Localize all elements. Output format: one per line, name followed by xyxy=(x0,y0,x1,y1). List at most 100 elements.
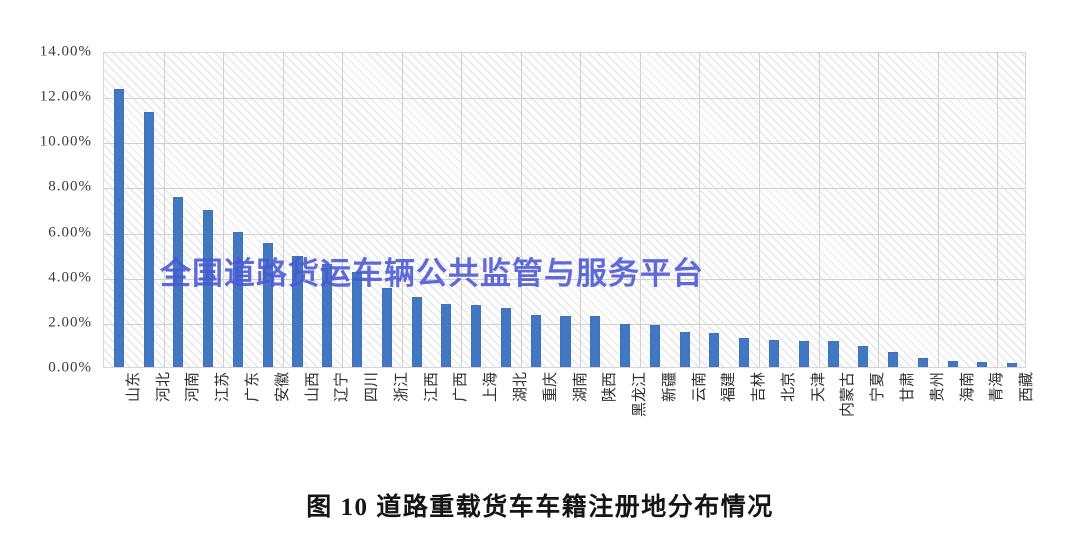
x-axis-tick-text: 黑龙江 xyxy=(632,372,649,418)
x-axis-tick-label: 西藏 xyxy=(1019,372,1035,402)
gridline-vertical xyxy=(639,53,641,367)
bar xyxy=(322,264,333,367)
bar xyxy=(292,256,303,367)
gridline-vertical xyxy=(520,53,522,367)
bar xyxy=(560,316,571,367)
x-axis-tick-label: 重庆 xyxy=(543,372,559,402)
x-axis-tick-label: 新疆 xyxy=(662,372,678,402)
gridline-vertical xyxy=(699,53,701,367)
x-axis-tick-text: 安徽 xyxy=(274,372,291,403)
x-axis-tick-text: 浙江 xyxy=(393,372,410,403)
gridline-vertical xyxy=(937,53,939,367)
y-axis-tick-label: 10.00% xyxy=(39,133,92,150)
bar xyxy=(262,242,273,367)
x-axis-tick-label: 海南 xyxy=(960,372,976,402)
x-axis-tick-text: 云南 xyxy=(691,372,708,403)
bar xyxy=(381,288,392,367)
bar xyxy=(500,308,511,367)
x-axis-tick-label: 天津 xyxy=(811,372,827,402)
gridline-vertical xyxy=(997,53,999,367)
bar xyxy=(917,357,928,367)
y-axis-tick-label: 0.00% xyxy=(48,359,92,376)
x-axis-tick-text: 北京 xyxy=(780,372,797,403)
gridline-horizontal xyxy=(104,278,1025,280)
x-axis-tick-text: 重庆 xyxy=(542,372,559,403)
bar xyxy=(590,316,601,367)
x-axis-tick-text: 河南 xyxy=(185,372,202,403)
bar xyxy=(619,324,631,367)
x-axis-tick-text: 贵州 xyxy=(929,372,946,403)
bar xyxy=(709,333,720,367)
plot-area xyxy=(103,52,1026,368)
x-axis-tick-text: 福建 xyxy=(721,372,738,403)
x-axis-tick-text: 湖南 xyxy=(572,372,589,403)
y-axis: 14.00% 12.00% 10.00% 8.00% 6.00% 4.00% 2.00% 0.… xyxy=(0,40,98,380)
x-axis-tick-text: 江西 xyxy=(423,372,440,403)
x-axis-tick-label: 甘肃 xyxy=(900,372,916,402)
x-axis-tick-text: 上海 xyxy=(483,372,500,403)
bar xyxy=(352,272,363,367)
x-axis-tick-label: 青海 xyxy=(989,372,1005,402)
gridline-vertical xyxy=(282,53,284,367)
bar xyxy=(858,345,869,367)
gridline-vertical xyxy=(163,53,165,367)
bar xyxy=(232,231,244,367)
x-axis-tick-label: 广西 xyxy=(453,372,469,402)
x-axis-tick-text: 西藏 xyxy=(1019,372,1036,403)
x-axis-tick-text: 湖北 xyxy=(512,372,529,403)
y-axis-tick-label: 2.00% xyxy=(48,314,92,331)
bar xyxy=(173,196,184,367)
y-axis-tick-label: 6.00% xyxy=(48,224,92,241)
x-axis-tick-text: 辽宁 xyxy=(334,372,351,403)
bar xyxy=(143,111,154,367)
x-axis-tick-text: 江苏 xyxy=(215,372,232,403)
bar-series xyxy=(104,53,1025,367)
bar xyxy=(798,341,809,367)
x-axis-tick-label: 广东 xyxy=(245,372,261,402)
bar xyxy=(471,304,482,367)
bar xyxy=(411,297,422,367)
bar xyxy=(947,361,958,367)
bar xyxy=(828,341,839,367)
x-axis-tick-label: 河北 xyxy=(156,372,172,402)
x-axis-tick-label: 上海 xyxy=(483,372,499,402)
gridline-horizontal xyxy=(104,143,1025,145)
bar xyxy=(977,362,988,367)
x-axis-tick-text: 广西 xyxy=(453,372,470,403)
x-axis-tick-text: 新疆 xyxy=(661,372,678,403)
x-axis-tick-label: 陕西 xyxy=(602,372,618,402)
x-axis-tick-text: 天津 xyxy=(810,372,827,403)
x-axis-tick-label: 湖南 xyxy=(573,372,589,402)
y-axis-tick-label: 14.00% xyxy=(39,43,92,60)
bar xyxy=(1007,362,1018,367)
x-axis-tick-text: 海南 xyxy=(959,372,976,403)
x-axis-tick-text: 山西 xyxy=(304,372,321,403)
x-axis-tick-label: 内蒙古 xyxy=(840,372,856,417)
x-axis-tick-text: 四川 xyxy=(364,372,381,403)
bar xyxy=(441,303,452,367)
x-axis-tick-text: 山东 xyxy=(125,372,142,403)
x-axis-tick-label: 湖北 xyxy=(513,372,529,402)
x-axis-tick-text: 内蒙古 xyxy=(840,372,857,418)
x-axis-tick-text: 吉林 xyxy=(751,372,768,403)
bar xyxy=(649,325,660,367)
bar xyxy=(739,337,750,367)
x-axis-tick-text: 宁夏 xyxy=(870,372,887,403)
bar xyxy=(887,352,899,367)
x-axis: 山东 河北 河南 江苏 广东 安徽 山西 辽宁 四川 浙江 江西 广西 上海 湖北 重庆 湖南 陕西 黑龙江 新疆云… xyxy=(103,372,1035,472)
x-axis-tick-label: 山东 xyxy=(126,372,142,402)
gridline-vertical xyxy=(878,53,880,367)
gridline-vertical xyxy=(580,53,582,367)
x-axis-tick-label: 山西 xyxy=(305,372,321,402)
x-axis-tick-label: 安徽 xyxy=(275,372,291,402)
x-axis-tick-label: 四川 xyxy=(364,372,380,402)
x-axis-tick-text: 广东 xyxy=(244,372,261,403)
gridline-vertical xyxy=(461,53,463,367)
x-axis-tick-label: 浙江 xyxy=(394,372,410,402)
bar xyxy=(530,315,541,367)
x-axis-tick-label: 黑龙江 xyxy=(632,372,648,417)
gridline-horizontal xyxy=(104,188,1025,190)
gridline-vertical xyxy=(818,53,820,367)
gridline-vertical xyxy=(401,53,403,367)
